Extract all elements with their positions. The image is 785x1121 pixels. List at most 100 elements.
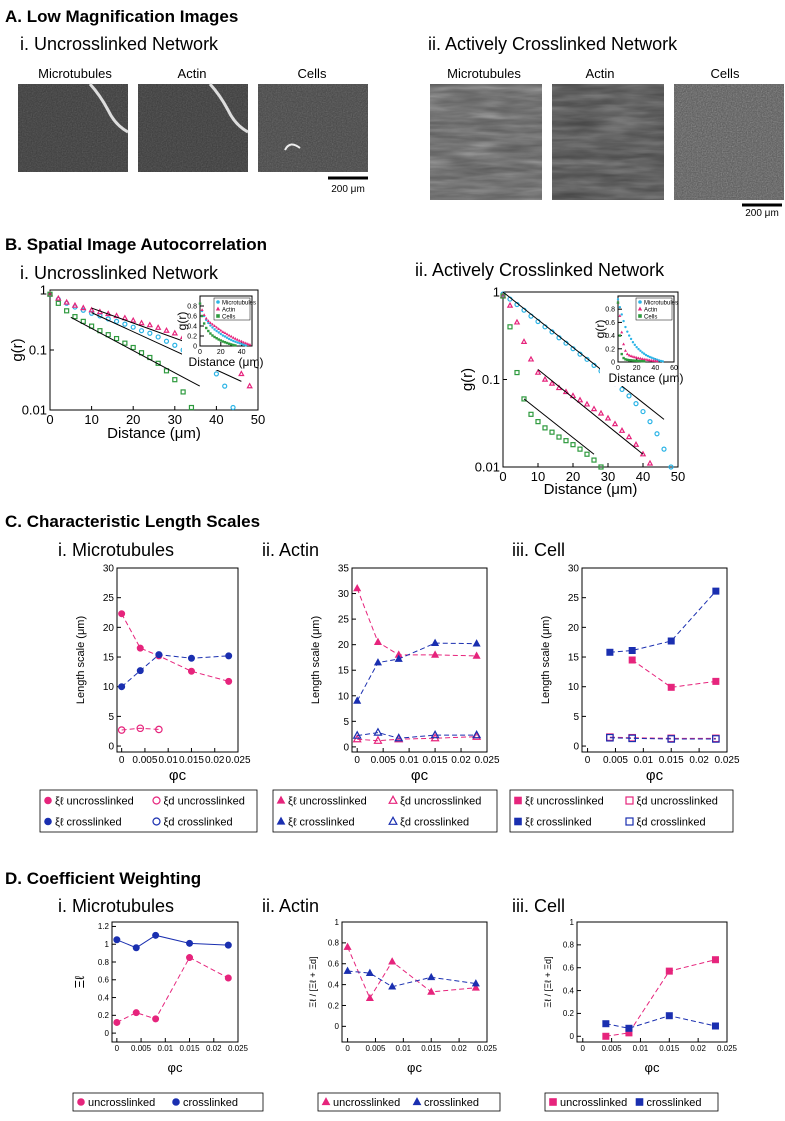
plot-frame [581,567,728,753]
marker [641,351,644,354]
marker [631,341,635,344]
y-tick-label: 0 [343,742,349,753]
x-tick-label: 0.025 [714,755,739,766]
marker [186,939,194,947]
x-tick-label: 0 [198,349,202,356]
marker [238,342,241,345]
marker [644,357,648,361]
x-tick-label: 0 [119,755,125,766]
marker [105,332,111,338]
marker [234,344,237,347]
marker [646,459,654,466]
legend-box [509,789,734,833]
marker [640,357,644,360]
series-line [357,732,477,739]
marker [653,359,657,363]
x-tick-label: 0.02 [689,755,709,766]
marker [146,321,154,328]
y-axis-label: Length scale (μm) [540,616,552,704]
marker [639,349,642,352]
marker [186,954,194,962]
marker [229,334,233,338]
x-tick-label: 0.02 [451,1044,467,1053]
marker [618,314,622,317]
y-tick-label: 1 [40,283,47,298]
marker [471,979,480,987]
marker [136,644,144,652]
marker [138,319,145,326]
marker [627,353,631,357]
x-tick-label: 0.02 [206,1044,222,1053]
x-axis-label: Distance (μm) [609,371,684,385]
y-tick-label: 30 [568,564,580,575]
x-tick-label: 20 [566,469,580,484]
x-tick-label: 30 [601,469,615,484]
x-axis-label: φc [407,1060,422,1075]
marker [244,341,248,345]
y-tick-label: 0.4 [605,333,615,340]
marker [527,355,535,362]
legend-label: crosslinked [647,1097,702,1109]
x-tick-label: 0.01 [396,1044,412,1053]
x-tick-label: 40 [238,349,246,356]
x-tick-label: 0.005 [131,1044,152,1053]
marker [633,355,637,359]
y-tick-label: 0.6 [605,320,615,327]
marker [616,298,620,301]
x-axis-label: Distance (μm) [107,425,201,442]
x-tick-label: 0.005 [603,755,628,766]
marker [641,360,644,363]
marker [246,342,250,346]
x-tick-label: 0 [499,469,506,484]
marker [388,957,397,965]
micrograph [138,82,249,172]
marker [172,377,178,383]
marker [646,354,650,358]
series-line [609,737,716,740]
legend-label: ξℓ crosslinked [55,817,122,829]
x-tick-label: 0 [585,755,591,766]
marker [629,359,633,362]
marker [667,683,675,691]
marker [638,356,642,360]
marker [204,316,208,320]
marker [373,727,383,736]
marker [129,316,137,323]
marker [118,610,126,618]
y-tick-label: 0 [611,359,615,366]
marker [412,1097,422,1106]
marker [650,358,654,362]
marker [712,735,720,743]
marker [215,325,219,329]
marker [225,332,229,336]
legend-box [544,1092,719,1112]
marker [213,335,216,339]
legend-box [39,789,258,833]
marker [207,329,210,333]
x-tick-label: 40 [209,412,223,427]
marker [430,730,440,739]
marker [712,677,720,685]
marker [590,405,598,412]
marker [655,359,659,363]
y-tick-label: 10 [338,691,350,702]
marker [172,342,178,348]
x-tick-label: 0 [616,365,620,372]
y-tick-label: 0.8 [563,941,575,950]
marker [598,464,604,470]
marker [576,396,584,403]
legend-box [213,297,251,321]
y-tick-label: 0 [193,343,197,350]
marker [233,337,237,340]
marker [223,331,227,335]
marker [548,379,556,386]
marker [211,326,214,329]
legend-label: ξℓ uncrosslinked [525,796,604,808]
marker [472,651,481,659]
y-tick-label: 20 [103,623,115,634]
marker [640,408,646,415]
y-tick-label: 0.6 [563,964,575,973]
panel-title: iii. Cell [512,540,565,560]
series-line [347,970,476,988]
